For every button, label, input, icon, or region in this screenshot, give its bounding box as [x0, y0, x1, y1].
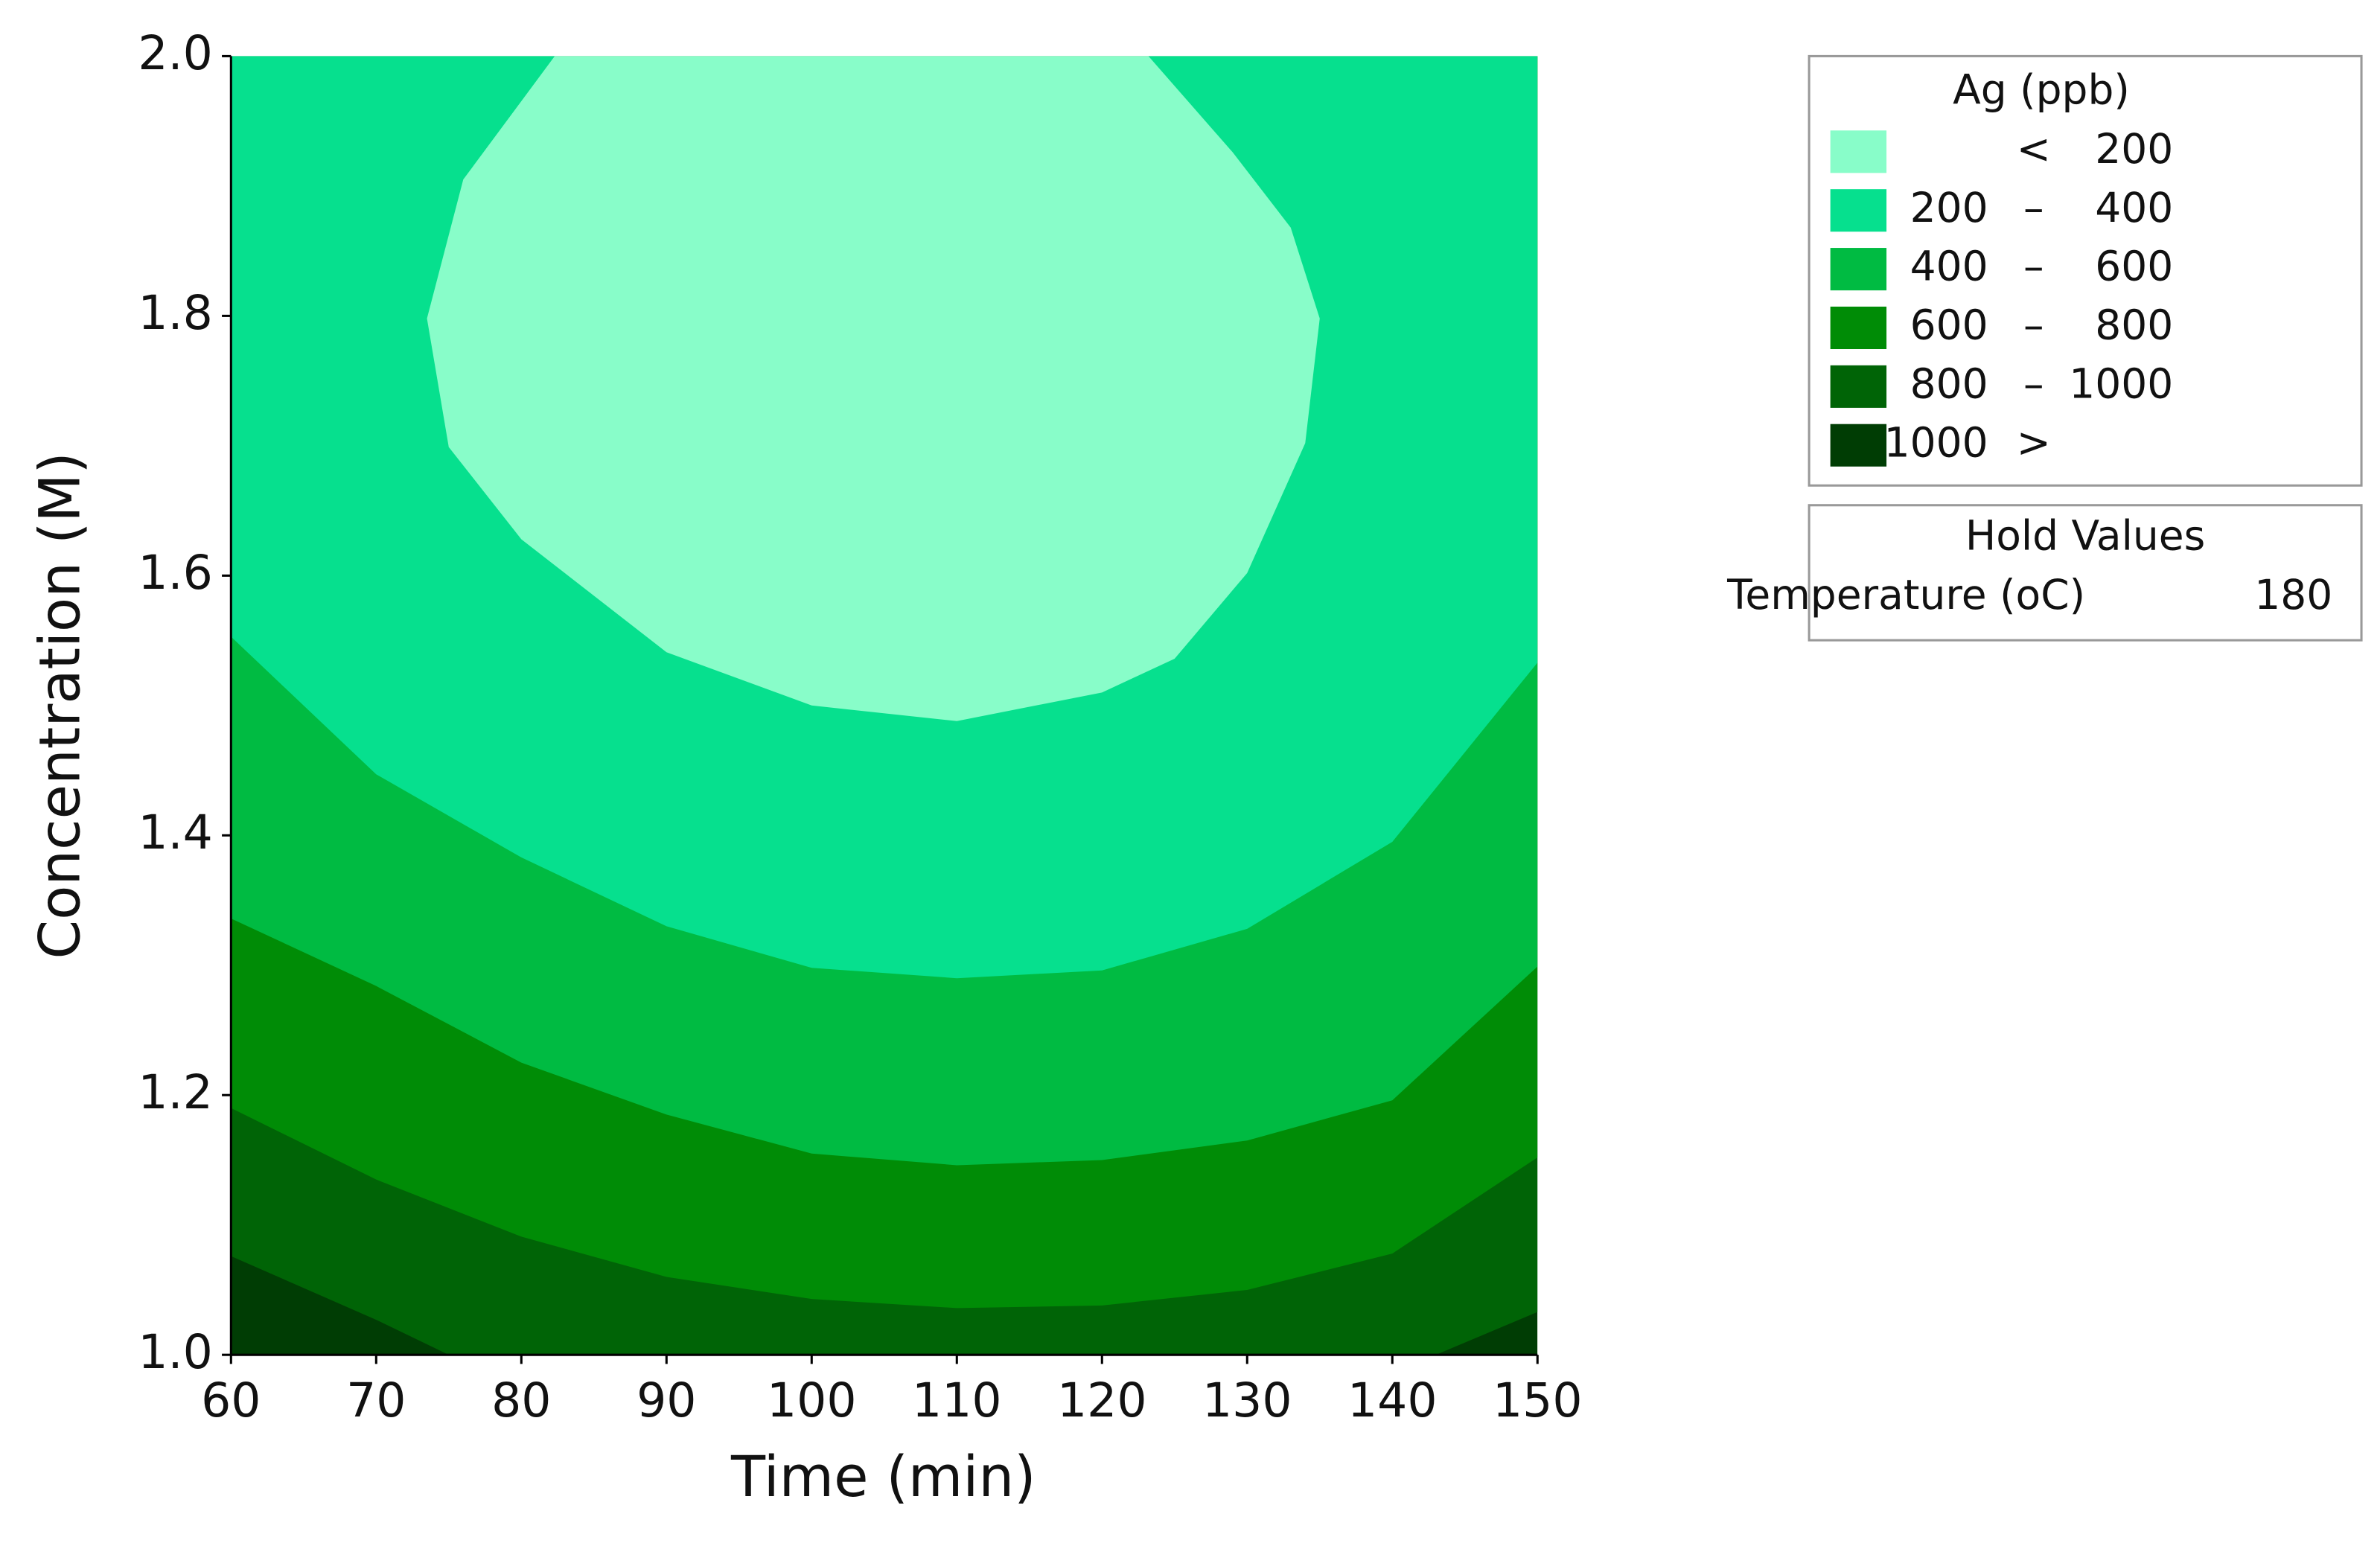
legend-box	[1808, 54, 2363, 487]
legend-swatch	[1830, 424, 1887, 467]
x-tick-label: 90	[637, 1373, 696, 1428]
x-tick-label: 70	[346, 1373, 406, 1428]
legend-symbol: –	[2023, 301, 2044, 349]
legend-high: 1000	[2069, 360, 2173, 407]
legend-swatch	[1830, 306, 1887, 350]
legend-low: 200	[1910, 184, 1988, 231]
legend-high: 800	[2095, 301, 2173, 349]
x-tick-label: 110	[912, 1373, 1002, 1428]
contour-region	[427, 56, 1320, 721]
legend-symbol: –	[2023, 243, 2044, 290]
x-tick-label: 60	[201, 1373, 261, 1428]
legend-low: 800	[1910, 360, 1988, 407]
x-tick-label: 80	[491, 1373, 551, 1428]
x-tick-label: 120	[1057, 1373, 1147, 1428]
hold-value: 180	[2254, 571, 2332, 619]
y-tick-label: 1.0	[138, 1324, 212, 1379]
legend-symbol: <	[2017, 125, 2051, 173]
y-tick-label: 1.6	[138, 545, 212, 600]
legend-swatch	[1830, 130, 1887, 173]
x-tick-label: 130	[1202, 1373, 1292, 1428]
legend-low: 600	[1910, 301, 1988, 349]
legend-swatch	[1830, 189, 1887, 232]
hold-box	[1808, 504, 2363, 642]
legend-high: 600	[2095, 243, 2173, 290]
legend-swatch	[1830, 365, 1887, 408]
legend-high: 200	[2095, 125, 2173, 173]
x-axis-title: Time (min)	[730, 1444, 1036, 1510]
legend-high: 400	[2095, 184, 2173, 231]
legend-symbol: –	[2023, 184, 2044, 231]
legend-title: Ag (ppb)	[1953, 66, 2130, 113]
hold-name: Temperature (oC)	[1726, 571, 2085, 619]
legend-symbol: >	[2017, 418, 2051, 466]
plot-area	[231, 56, 1538, 1355]
legend-symbol: –	[2023, 360, 2044, 407]
y-tick-label: 2.0	[138, 25, 212, 80]
y-tick-label: 1.2	[138, 1064, 212, 1119]
y-axis-title: Concentration (M)	[28, 452, 93, 959]
hold-title: Hold Values	[1965, 512, 2205, 560]
y-tick-label: 1.4	[138, 805, 212, 860]
y-tick-label: 1.8	[138, 285, 212, 340]
legend-swatch	[1830, 248, 1887, 291]
x-tick-label: 150	[1493, 1373, 1583, 1428]
legend-low: 1000	[1884, 418, 1988, 466]
x-tick-label: 100	[767, 1373, 857, 1428]
legend-low: 400	[1910, 243, 1988, 290]
x-tick-label: 140	[1347, 1373, 1438, 1428]
